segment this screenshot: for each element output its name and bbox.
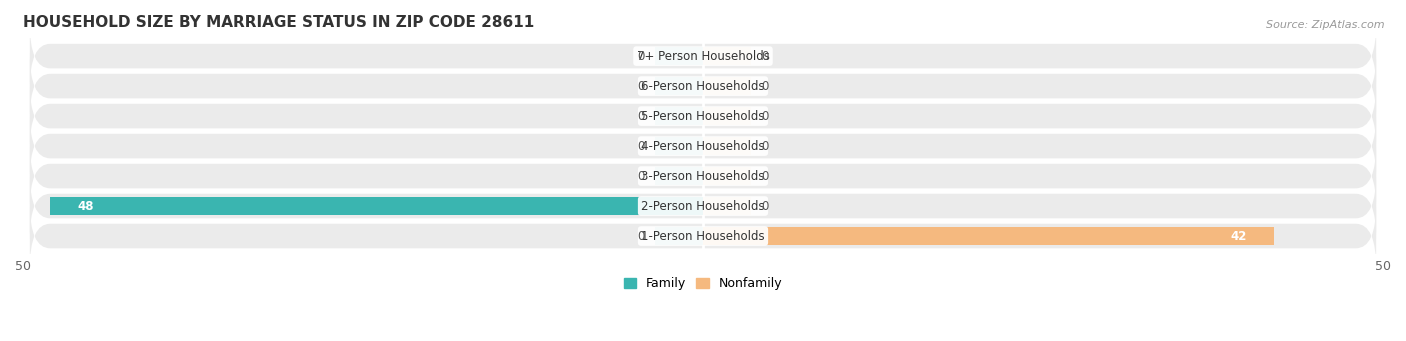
Text: 48: 48 [77, 199, 94, 212]
Bar [655, 47, 703, 65]
Text: 3-Person Households: 3-Person Households [641, 169, 765, 182]
Bar [703, 227, 1274, 245]
Text: 0: 0 [762, 169, 769, 182]
Text: 0: 0 [762, 79, 769, 93]
Text: Source: ZipAtlas.com: Source: ZipAtlas.com [1267, 20, 1385, 30]
Text: HOUSEHOLD SIZE BY MARRIAGE STATUS IN ZIP CODE 28611: HOUSEHOLD SIZE BY MARRIAGE STATUS IN ZIP… [22, 15, 534, 30]
Text: 2-Person Households: 2-Person Households [641, 199, 765, 212]
FancyBboxPatch shape [30, 24, 1376, 89]
FancyBboxPatch shape [30, 203, 1376, 269]
Bar [655, 107, 703, 125]
Bar [655, 227, 703, 245]
Bar [703, 107, 751, 125]
Text: 0: 0 [637, 109, 644, 122]
FancyBboxPatch shape [30, 113, 1376, 179]
Bar [703, 197, 751, 215]
Text: 42: 42 [1230, 229, 1247, 242]
Bar [703, 47, 751, 65]
FancyBboxPatch shape [30, 143, 1376, 209]
Text: 4-Person Households: 4-Person Households [641, 139, 765, 152]
Text: 0: 0 [762, 199, 769, 212]
Legend: Family, Nonfamily: Family, Nonfamily [619, 272, 787, 295]
Text: 0: 0 [637, 169, 644, 182]
Bar [703, 137, 751, 155]
Text: 7+ Person Households: 7+ Person Households [637, 49, 769, 63]
Bar [655, 137, 703, 155]
Text: 0: 0 [762, 49, 769, 63]
FancyBboxPatch shape [30, 54, 1376, 119]
Text: 0: 0 [637, 139, 644, 152]
FancyBboxPatch shape [30, 173, 1376, 239]
Bar [703, 167, 751, 185]
Text: 0: 0 [762, 139, 769, 152]
Text: 0: 0 [762, 109, 769, 122]
Text: 0: 0 [637, 49, 644, 63]
Bar [655, 77, 703, 95]
Text: 0: 0 [637, 229, 644, 242]
Text: 5-Person Households: 5-Person Households [641, 109, 765, 122]
FancyBboxPatch shape [30, 84, 1376, 149]
Bar [655, 167, 703, 185]
Text: 0: 0 [637, 79, 644, 93]
Text: 6-Person Households: 6-Person Households [641, 79, 765, 93]
Bar [703, 77, 751, 95]
Text: 1-Person Households: 1-Person Households [641, 229, 765, 242]
Bar [51, 197, 703, 215]
